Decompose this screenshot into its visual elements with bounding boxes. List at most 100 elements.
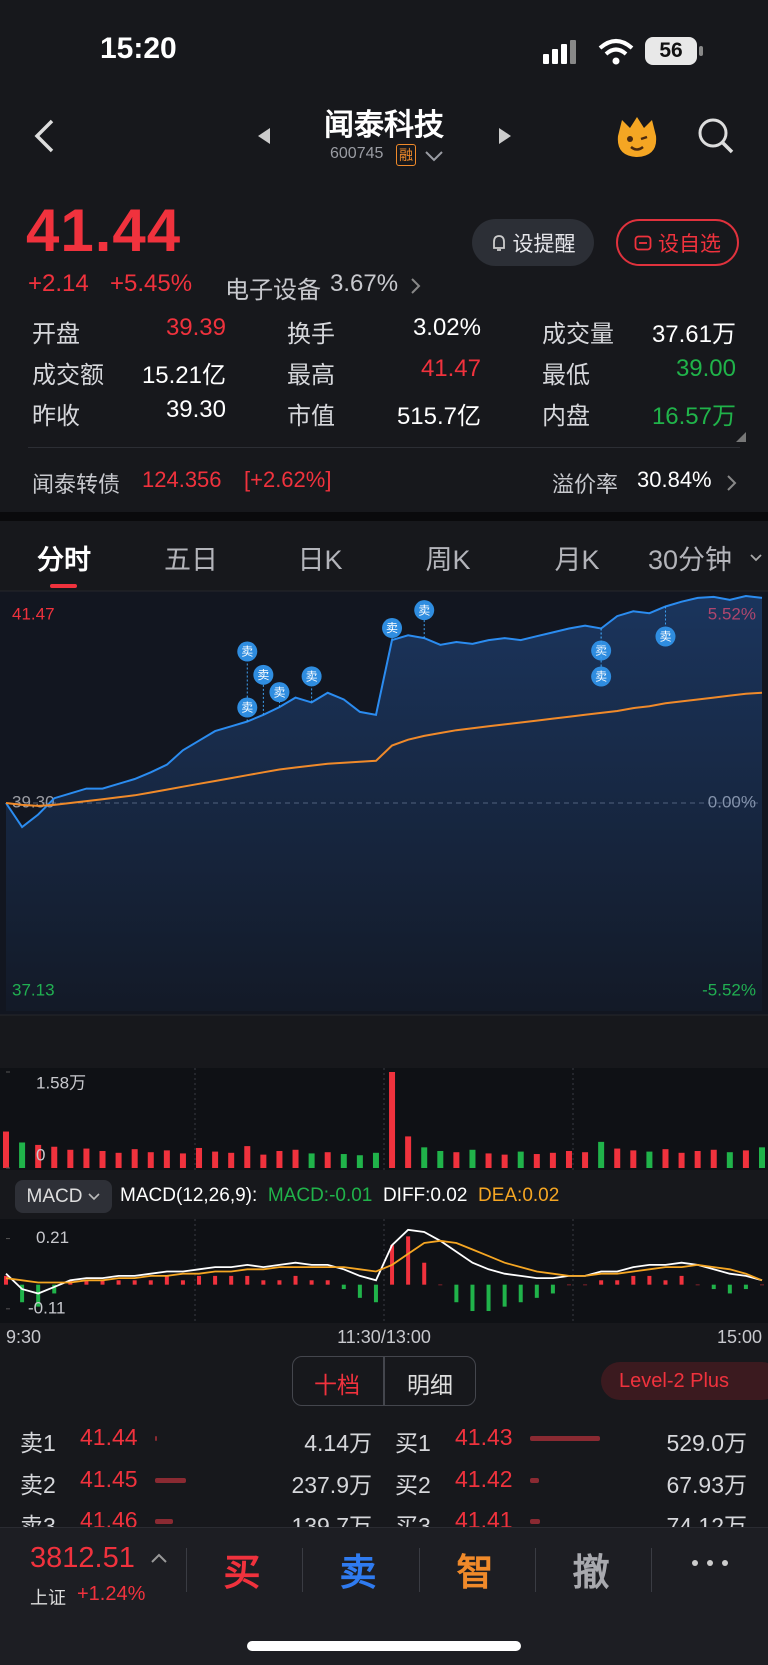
volume-bar xyxy=(324,1152,331,1168)
macd-bar xyxy=(148,1280,153,1285)
marker-label: 卖 xyxy=(595,670,607,684)
stat-label: 最低 xyxy=(542,362,590,389)
signal-icon xyxy=(543,40,576,64)
period-tab[interactable]: 周K xyxy=(425,545,471,575)
watch-button[interactable]: 设自选 xyxy=(616,219,739,266)
smart-button[interactable]: 智 xyxy=(456,1552,494,1593)
area-fill xyxy=(6,596,762,1011)
y-tick-label: -0.11 xyxy=(28,1298,66,1317)
macd-bar xyxy=(293,1275,298,1285)
volume-bar xyxy=(646,1151,653,1168)
index-value[interactable]: 3812.51 xyxy=(30,1542,135,1574)
marker-bubble xyxy=(301,666,322,687)
order-tab-divider xyxy=(383,1356,385,1406)
wifi-icon xyxy=(598,39,634,65)
volume-bar xyxy=(51,1146,58,1168)
order-tab[interactable]: 明细 xyxy=(407,1372,453,1398)
volume-info-item: 均价:40.45 xyxy=(293,1037,385,1058)
marker-bubble xyxy=(591,666,612,687)
code-dropdown[interactable] xyxy=(424,149,444,163)
stat-value: 16.57万 xyxy=(651,403,736,430)
sector-change[interactable]: 3.67% xyxy=(330,270,399,297)
more-button[interactable] xyxy=(690,1558,730,1568)
depth-bar xyxy=(155,1519,174,1524)
marker-label: 卖 xyxy=(241,701,253,715)
order-price: 41.45 xyxy=(80,1465,138,1492)
sector-name[interactable]: 电子设备 xyxy=(225,277,321,304)
period-tab[interactable]: 30分钟 xyxy=(647,545,733,575)
average-line xyxy=(5,691,763,807)
macd-bar xyxy=(197,1275,202,1285)
alert-button[interactable]: 设提醒 xyxy=(472,219,594,266)
tab-underline xyxy=(50,584,77,588)
stat-value: 41.47 xyxy=(420,355,481,382)
depth-bar xyxy=(530,1519,540,1524)
macd-bar xyxy=(132,1280,137,1285)
y2-tick-label: -5.52% xyxy=(702,980,756,999)
volume-bar xyxy=(260,1154,267,1168)
tab-dropdown[interactable] xyxy=(749,553,763,563)
macd-bar xyxy=(566,1284,571,1286)
search-button[interactable] xyxy=(696,116,736,156)
price-change-pct: +5.45% xyxy=(110,270,193,297)
divider xyxy=(28,447,740,448)
settings-button[interactable] xyxy=(725,1031,751,1057)
bond-name[interactable]: 闻泰转债 xyxy=(32,472,121,497)
macd-bar xyxy=(631,1275,636,1285)
volume-selector[interactable]: 成交量 xyxy=(15,1027,112,1060)
battery-tip xyxy=(699,46,703,56)
order-volume: 67.93万 xyxy=(666,1471,747,1498)
period-tab[interactable]: 月K xyxy=(554,545,600,575)
volume-bar xyxy=(678,1152,685,1168)
level2-button[interactable]: Level-2 Plus xyxy=(601,1362,768,1400)
y2-tick-label: 5.52% xyxy=(708,604,756,623)
marker-label: 卖 xyxy=(659,630,671,644)
volume-bar xyxy=(759,1147,765,1168)
stat-label: 昨收 xyxy=(32,403,80,430)
expand-corner[interactable] xyxy=(736,432,746,442)
bond-price: 124.356 xyxy=(142,467,222,492)
volume-bar xyxy=(163,1150,170,1168)
battery: 56 xyxy=(645,37,697,65)
period-tab[interactable]: 五日 xyxy=(164,545,218,575)
prev-stock[interactable] xyxy=(256,126,272,146)
macd-bar xyxy=(325,1280,330,1285)
back-button[interactable] xyxy=(32,118,58,154)
dea-line xyxy=(5,1239,763,1284)
stat-label: 换手 xyxy=(287,321,335,348)
volume-bar xyxy=(196,1147,203,1168)
volume-bar xyxy=(276,1150,283,1168)
macd-bar xyxy=(583,1284,588,1286)
order-label: 卖1 xyxy=(20,1430,56,1456)
macd-panel xyxy=(0,1219,768,1323)
macd-bar xyxy=(518,1284,523,1303)
macd-bar xyxy=(52,1284,57,1294)
volume-bar xyxy=(598,1141,605,1168)
macd-bar xyxy=(229,1275,234,1285)
marker-label: 卖 xyxy=(257,668,269,682)
macd-bar xyxy=(309,1280,314,1285)
volume-bar xyxy=(453,1152,460,1168)
macd-bar xyxy=(406,1236,411,1285)
action-divider xyxy=(186,1548,187,1592)
stat-value: 37.61万 xyxy=(651,321,736,348)
mascot-icon[interactable] xyxy=(612,114,662,160)
stat-value: 39.39 xyxy=(165,314,226,341)
next-stock[interactable] xyxy=(497,126,513,146)
stock-title: 闻泰科技 xyxy=(324,109,444,142)
macd-bar xyxy=(68,1280,73,1285)
volume-bar xyxy=(35,1144,42,1168)
period-tab[interactable]: 分时 xyxy=(37,545,91,575)
macd-bar xyxy=(245,1275,250,1285)
volume-bar xyxy=(517,1151,524,1168)
indicator-selector[interactable]: MACD xyxy=(15,1180,112,1213)
buy-button[interactable]: 买 xyxy=(223,1552,261,1593)
sell-button[interactable]: 卖 xyxy=(339,1552,377,1593)
y-tick-label: 0.21 xyxy=(36,1228,69,1247)
marker-label: 卖 xyxy=(306,670,318,684)
macd-bar xyxy=(261,1280,266,1285)
volume-bar xyxy=(99,1150,106,1168)
order-tab[interactable]: 十档 xyxy=(314,1372,360,1398)
cancel-button[interactable]: 撤 xyxy=(572,1552,610,1593)
period-tab[interactable]: 日K xyxy=(297,545,343,575)
